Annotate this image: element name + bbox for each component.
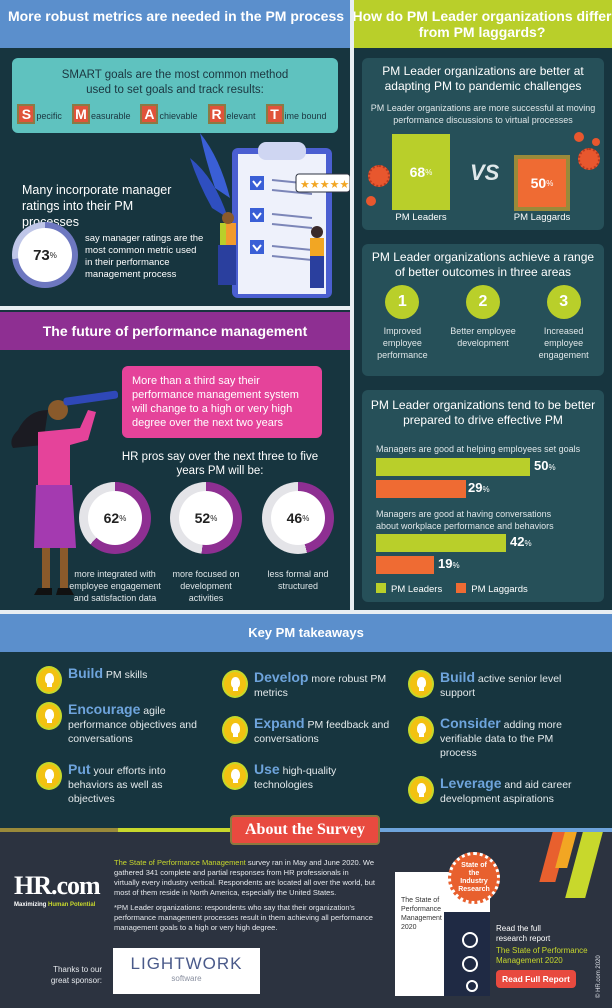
smart-goals-box: SMART goals are the most common method u…	[12, 58, 338, 133]
read-label: Read the full research report	[496, 924, 551, 943]
virus-icon	[574, 132, 584, 142]
takeaway-item: Consider adding more verifiable data to …	[408, 716, 578, 760]
lightbulb-icon	[222, 762, 248, 790]
donut-stat-2-caption: more focused on development activities	[172, 569, 240, 603]
research-badge: State of the Industry Research	[448, 852, 500, 904]
lightbulb-icon	[408, 776, 434, 804]
outcome-item: 1 Improved employee performance	[367, 285, 437, 361]
horizontal-divider	[0, 306, 350, 310]
vs-label: VS	[470, 160, 500, 185]
prepared-group-2-label: Managers are good at having conversation…	[376, 509, 554, 531]
group-2-laggards-value: 19%	[438, 556, 460, 571]
sponsor-label: Thanks to our great sponsor:	[50, 965, 102, 985]
ratings-value: 73	[33, 246, 50, 264]
donut-stat-1-caption: more integrated with employee engagement…	[69, 569, 161, 603]
lightbulb-icon	[222, 716, 248, 744]
hr-logo: HR.com Maximizing Human Potential	[14, 871, 101, 909]
survey-description: The State of Performance Management surv…	[114, 858, 375, 932]
outcome-item: 2 Better employee development	[448, 285, 518, 361]
ratings-title: Many incorporate manager ratings into th…	[22, 183, 172, 229]
group-2-leaders-value: 42%	[510, 534, 532, 549]
leaders-bar: 68%	[392, 134, 450, 210]
group-1-leaders-value: 50%	[534, 458, 556, 473]
virus-icon	[578, 148, 600, 170]
takeaway-item: Build PM skills	[36, 666, 206, 694]
lightbulb-icon	[222, 670, 248, 698]
sponsor-logo[interactable]: LIGHTWORK software	[113, 948, 260, 994]
horizontal-divider	[0, 610, 612, 614]
takeaway-item: Expand PM feedback and conversations	[222, 716, 392, 746]
virus-icon	[368, 165, 390, 187]
clipboard-illustration-icon: ★★★★★	[190, 133, 350, 298]
read-full-report-button[interactable]: Read Full Report	[496, 970, 576, 988]
takeaway-item: Build active senior level support	[408, 670, 578, 700]
stripe	[380, 828, 612, 832]
virus-icon	[592, 138, 600, 146]
about-survey-button[interactable]: About the Survey	[230, 815, 380, 845]
donut-stat-3: 46%	[262, 482, 334, 554]
leaders-label: PM Leaders	[395, 212, 447, 223]
smart-intro: SMART goals are the most common method u…	[61, 69, 289, 96]
ratings-donut: 73%	[12, 222, 78, 288]
pandemic-subtitle: PM Leader organizations are more success…	[370, 103, 596, 125]
future-callout: More than a third say their performance …	[122, 366, 322, 438]
lightbulb-icon	[36, 666, 62, 694]
legend-leaders: PM Leaders	[376, 583, 442, 595]
future-header: The future of performance management	[0, 312, 350, 350]
group-2-leaders-bar	[376, 534, 506, 552]
takeaways-header: Key PM takeaways	[0, 614, 612, 652]
outcomes-title: PM Leader organizations achieve a range …	[371, 250, 595, 279]
group-1-laggards-bar	[376, 480, 466, 498]
prepared-legend: PM Leaders PM Laggards	[376, 583, 528, 595]
metrics-header: More robust metrics are needed in the PM…	[0, 0, 352, 48]
takeaway-item: Use high-quality technologies	[222, 762, 392, 792]
pandemic-title: PM Leader organizations are better at ad…	[382, 64, 584, 93]
stripe	[0, 828, 118, 832]
leaders-header: How do PM Leader organizations differ fr…	[352, 0, 612, 48]
prepared-title: PM Leader organizations tend to be bette…	[370, 398, 596, 427]
legend-laggards: PM Laggards	[456, 583, 528, 595]
report-title: The State of Performance Management 2020	[496, 946, 588, 965]
vertical-divider	[350, 0, 354, 610]
svg-text:★★★★★: ★★★★★	[300, 179, 349, 191]
outcome-item: 3 Increased employee engagement	[529, 285, 599, 361]
takeaway-item: Develop more robust PM metrics	[222, 670, 392, 700]
woman-telescope-illustration-icon	[11, 390, 118, 595]
takeaway-item: Encourage agile performance objectives a…	[36, 702, 206, 746]
stripe	[118, 828, 230, 832]
lightbulb-icon	[36, 762, 62, 790]
donut-stat-1: 62%	[79, 482, 151, 554]
future-intro: HR pros say over the next three to five …	[121, 451, 319, 477]
lightbulb-icon	[36, 702, 62, 730]
laggards-bar: 50%	[514, 155, 570, 211]
virus-icon	[366, 196, 376, 206]
takeaway-item: Put your efforts into behaviors as well …	[36, 762, 206, 806]
lightbulb-icon	[408, 670, 434, 698]
prepared-group-1-label: Managers are good at helping employees s…	[376, 444, 581, 454]
takeaway-item: Leverage and aid career development aspi…	[408, 776, 578, 806]
lightbulb-icon	[408, 716, 434, 744]
group-1-leaders-bar	[376, 458, 530, 476]
donut-stat-3-caption: less formal and structured	[267, 569, 329, 591]
copyright: © HR.com 2020	[596, 955, 602, 998]
donut-stat-2: 52%	[170, 482, 242, 554]
outcomes-list: 1 Improved employee performance 2 Better…	[362, 285, 604, 361]
laggards-label: PM Laggards	[513, 212, 571, 223]
ratings-description: say manager ratings are the most common …	[85, 233, 204, 280]
group-1-laggards-value: 29%	[468, 480, 490, 495]
group-2-laggards-bar	[376, 556, 434, 574]
